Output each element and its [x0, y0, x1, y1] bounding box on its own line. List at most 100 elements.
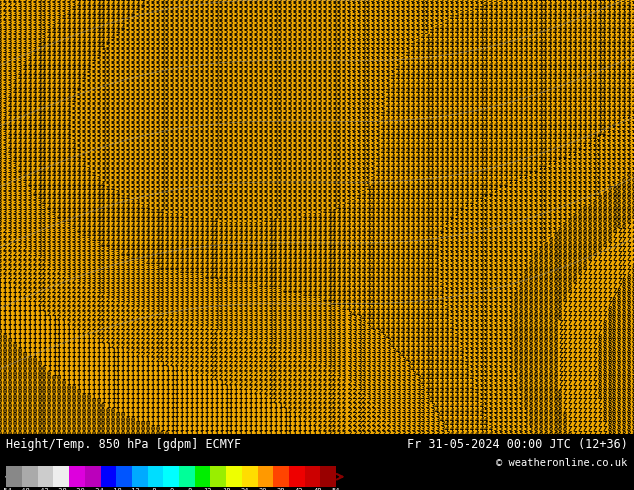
Text: 5: 5	[357, 172, 361, 178]
Text: 6: 6	[548, 251, 553, 257]
Text: 4: 4	[318, 219, 321, 224]
Text: 4: 4	[391, 219, 396, 224]
Text: 4: 4	[416, 94, 420, 100]
Text: 5: 5	[195, 29, 198, 35]
Text: 0: 0	[8, 412, 12, 418]
Text: 1: 1	[61, 347, 66, 354]
Text: 6: 6	[524, 288, 528, 294]
Text: 3: 3	[3, 196, 7, 201]
Text: 5: 5	[495, 246, 498, 252]
Text: 4: 4	[627, 75, 631, 81]
Text: 4: 4	[18, 80, 22, 86]
Text: 4: 4	[406, 89, 410, 95]
Text: 5: 5	[209, 214, 214, 220]
Text: 2: 2	[318, 421, 321, 427]
Text: 3: 3	[3, 131, 7, 137]
Text: 3: 3	[116, 260, 120, 266]
Text: 4: 4	[583, 20, 587, 26]
Text: 5: 5	[495, 191, 498, 197]
Text: 4: 4	[445, 324, 450, 331]
Text: 5: 5	[243, 200, 248, 206]
Text: 5: 5	[170, 66, 174, 72]
Text: 5: 5	[475, 1, 479, 8]
Text: 4: 4	[460, 408, 464, 414]
Text: 2: 2	[209, 329, 214, 335]
Text: 5: 5	[165, 149, 169, 155]
Text: 3: 3	[254, 329, 257, 335]
Text: 6: 6	[529, 288, 533, 294]
Text: 3: 3	[337, 339, 341, 344]
Text: 5: 5	[195, 85, 198, 91]
Text: 5: 5	[214, 89, 218, 95]
Text: 5: 5	[607, 168, 612, 173]
Text: 4: 4	[259, 269, 262, 275]
Text: 2: 2	[170, 334, 174, 340]
Text: 2: 2	[150, 339, 155, 344]
Text: 3: 3	[3, 57, 7, 63]
Text: 4: 4	[578, 122, 582, 127]
Text: 4: 4	[81, 39, 86, 45]
Text: 4: 4	[484, 98, 489, 104]
Text: 5: 5	[243, 89, 248, 95]
Text: 5: 5	[259, 94, 262, 100]
Text: 5: 5	[234, 94, 238, 100]
Text: 4: 4	[465, 426, 469, 432]
Text: 5: 5	[145, 29, 150, 35]
Text: 1: 1	[8, 320, 12, 326]
Text: 3: 3	[377, 394, 380, 400]
Text: 4: 4	[450, 181, 455, 188]
Text: 4: 4	[13, 135, 17, 142]
Text: 4: 4	[42, 122, 46, 127]
Text: 5: 5	[199, 158, 204, 165]
Text: 4: 4	[377, 283, 380, 289]
Text: 5: 5	[263, 126, 268, 132]
Text: 4: 4	[548, 66, 553, 72]
Text: 4: 4	[583, 24, 587, 31]
Text: 5: 5	[195, 43, 198, 49]
Text: 0: 0	[96, 408, 100, 414]
Text: 2: 2	[209, 334, 214, 340]
Text: 1: 1	[243, 431, 248, 437]
Text: 4: 4	[465, 24, 469, 31]
Text: 4: 4	[529, 163, 533, 169]
Text: 4: 4	[57, 62, 61, 68]
Text: 5: 5	[106, 131, 110, 137]
Text: 4: 4	[465, 186, 469, 192]
Text: 5: 5	[484, 200, 489, 206]
Text: 3: 3	[72, 228, 76, 234]
Text: 4: 4	[436, 255, 439, 261]
Text: 5: 5	[214, 6, 218, 12]
Text: 5: 5	[352, 122, 356, 127]
Text: 5: 5	[199, 89, 204, 95]
Text: 4: 4	[22, 75, 27, 81]
Text: 5: 5	[475, 370, 479, 377]
Text: 4: 4	[460, 39, 464, 45]
Text: 2: 2	[184, 320, 189, 326]
Text: 2: 2	[318, 412, 321, 418]
Text: 3: 3	[322, 324, 327, 331]
Text: 1: 1	[61, 324, 66, 331]
Text: 5: 5	[307, 98, 312, 104]
Text: 5: 5	[504, 191, 508, 197]
Text: 5: 5	[268, 172, 273, 178]
Text: 5: 5	[524, 177, 528, 183]
Text: 4: 4	[96, 16, 100, 22]
Text: 4: 4	[436, 357, 439, 363]
Text: 4: 4	[145, 232, 150, 238]
Text: 6: 6	[612, 196, 616, 201]
Text: 5: 5	[509, 385, 514, 391]
Text: 1: 1	[195, 408, 198, 414]
Text: 2: 2	[52, 301, 56, 308]
Text: 1: 1	[190, 403, 194, 409]
Text: 2: 2	[140, 306, 145, 312]
Text: 4: 4	[504, 131, 508, 137]
Text: 4: 4	[214, 242, 218, 247]
Text: 4: 4	[372, 283, 375, 289]
Text: 3: 3	[406, 385, 410, 391]
Text: 4: 4	[519, 75, 523, 81]
Text: 4: 4	[204, 232, 209, 238]
Text: 5: 5	[519, 417, 523, 423]
Text: 7: 7	[558, 329, 562, 335]
Text: 0: 0	[47, 389, 51, 395]
Text: 4: 4	[450, 20, 455, 26]
